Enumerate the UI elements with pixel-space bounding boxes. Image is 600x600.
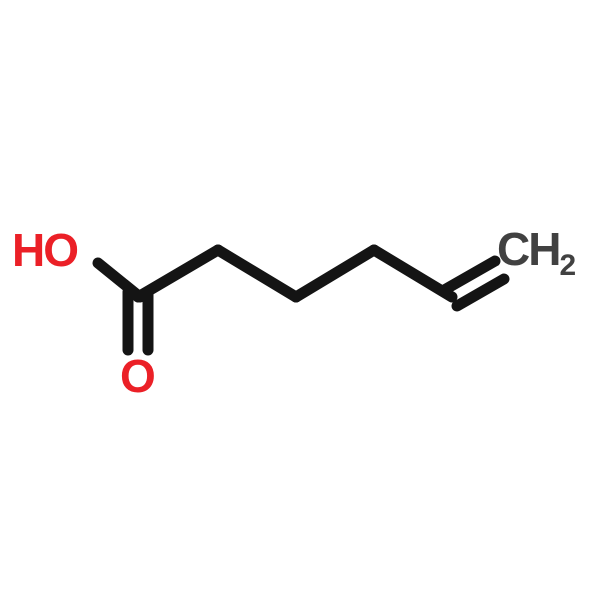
ch2-sub: 2 <box>559 249 576 282</box>
o-text: O <box>120 350 154 402</box>
o-label: O <box>120 353 154 399</box>
ho-label: HO <box>12 227 77 273</box>
molecule-diagram: HO O CH2 <box>0 0 600 600</box>
bond-c4-c5 <box>374 250 452 297</box>
ch2-label: CH2 <box>497 226 576 281</box>
bond-c3-c4 <box>296 250 374 297</box>
bond-structure <box>0 0 600 600</box>
bond-c2-c3 <box>218 250 296 297</box>
ho-text: HO <box>12 224 77 276</box>
bond-ho-c1 <box>98 263 140 297</box>
ch2-text: CH <box>497 223 559 275</box>
